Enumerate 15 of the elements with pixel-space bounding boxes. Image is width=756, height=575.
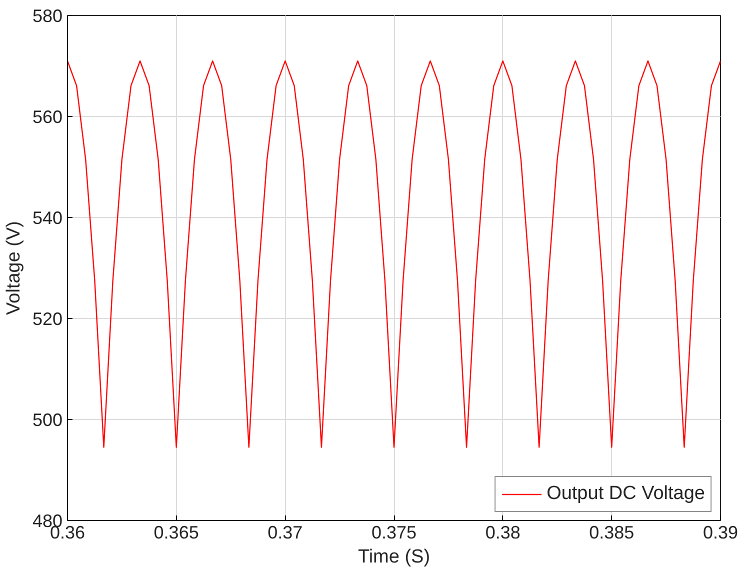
x-tick-label: 0.37 [268,522,303,542]
y-tick-label: 540 [32,208,63,228]
y-tick-label: 520 [32,309,63,329]
line-series [68,60,720,448]
x-tick-label: 0.38 [485,522,520,542]
legend-label: Output DC Voltage [546,483,705,505]
x-tick-label: 0.39 [702,522,738,542]
x-tick-label: 0.385 [589,522,634,542]
y-tick-label: 500 [32,410,63,430]
x-tick-label: 0.375 [371,522,417,542]
x-axis-title: Time (S) [358,546,430,568]
y-tick-label: 580 [32,6,63,26]
x-tick-label: 0.365 [154,522,199,542]
y-axis-title: Voltage (V) [3,221,24,315]
y-tick-label: 560 [32,107,63,127]
